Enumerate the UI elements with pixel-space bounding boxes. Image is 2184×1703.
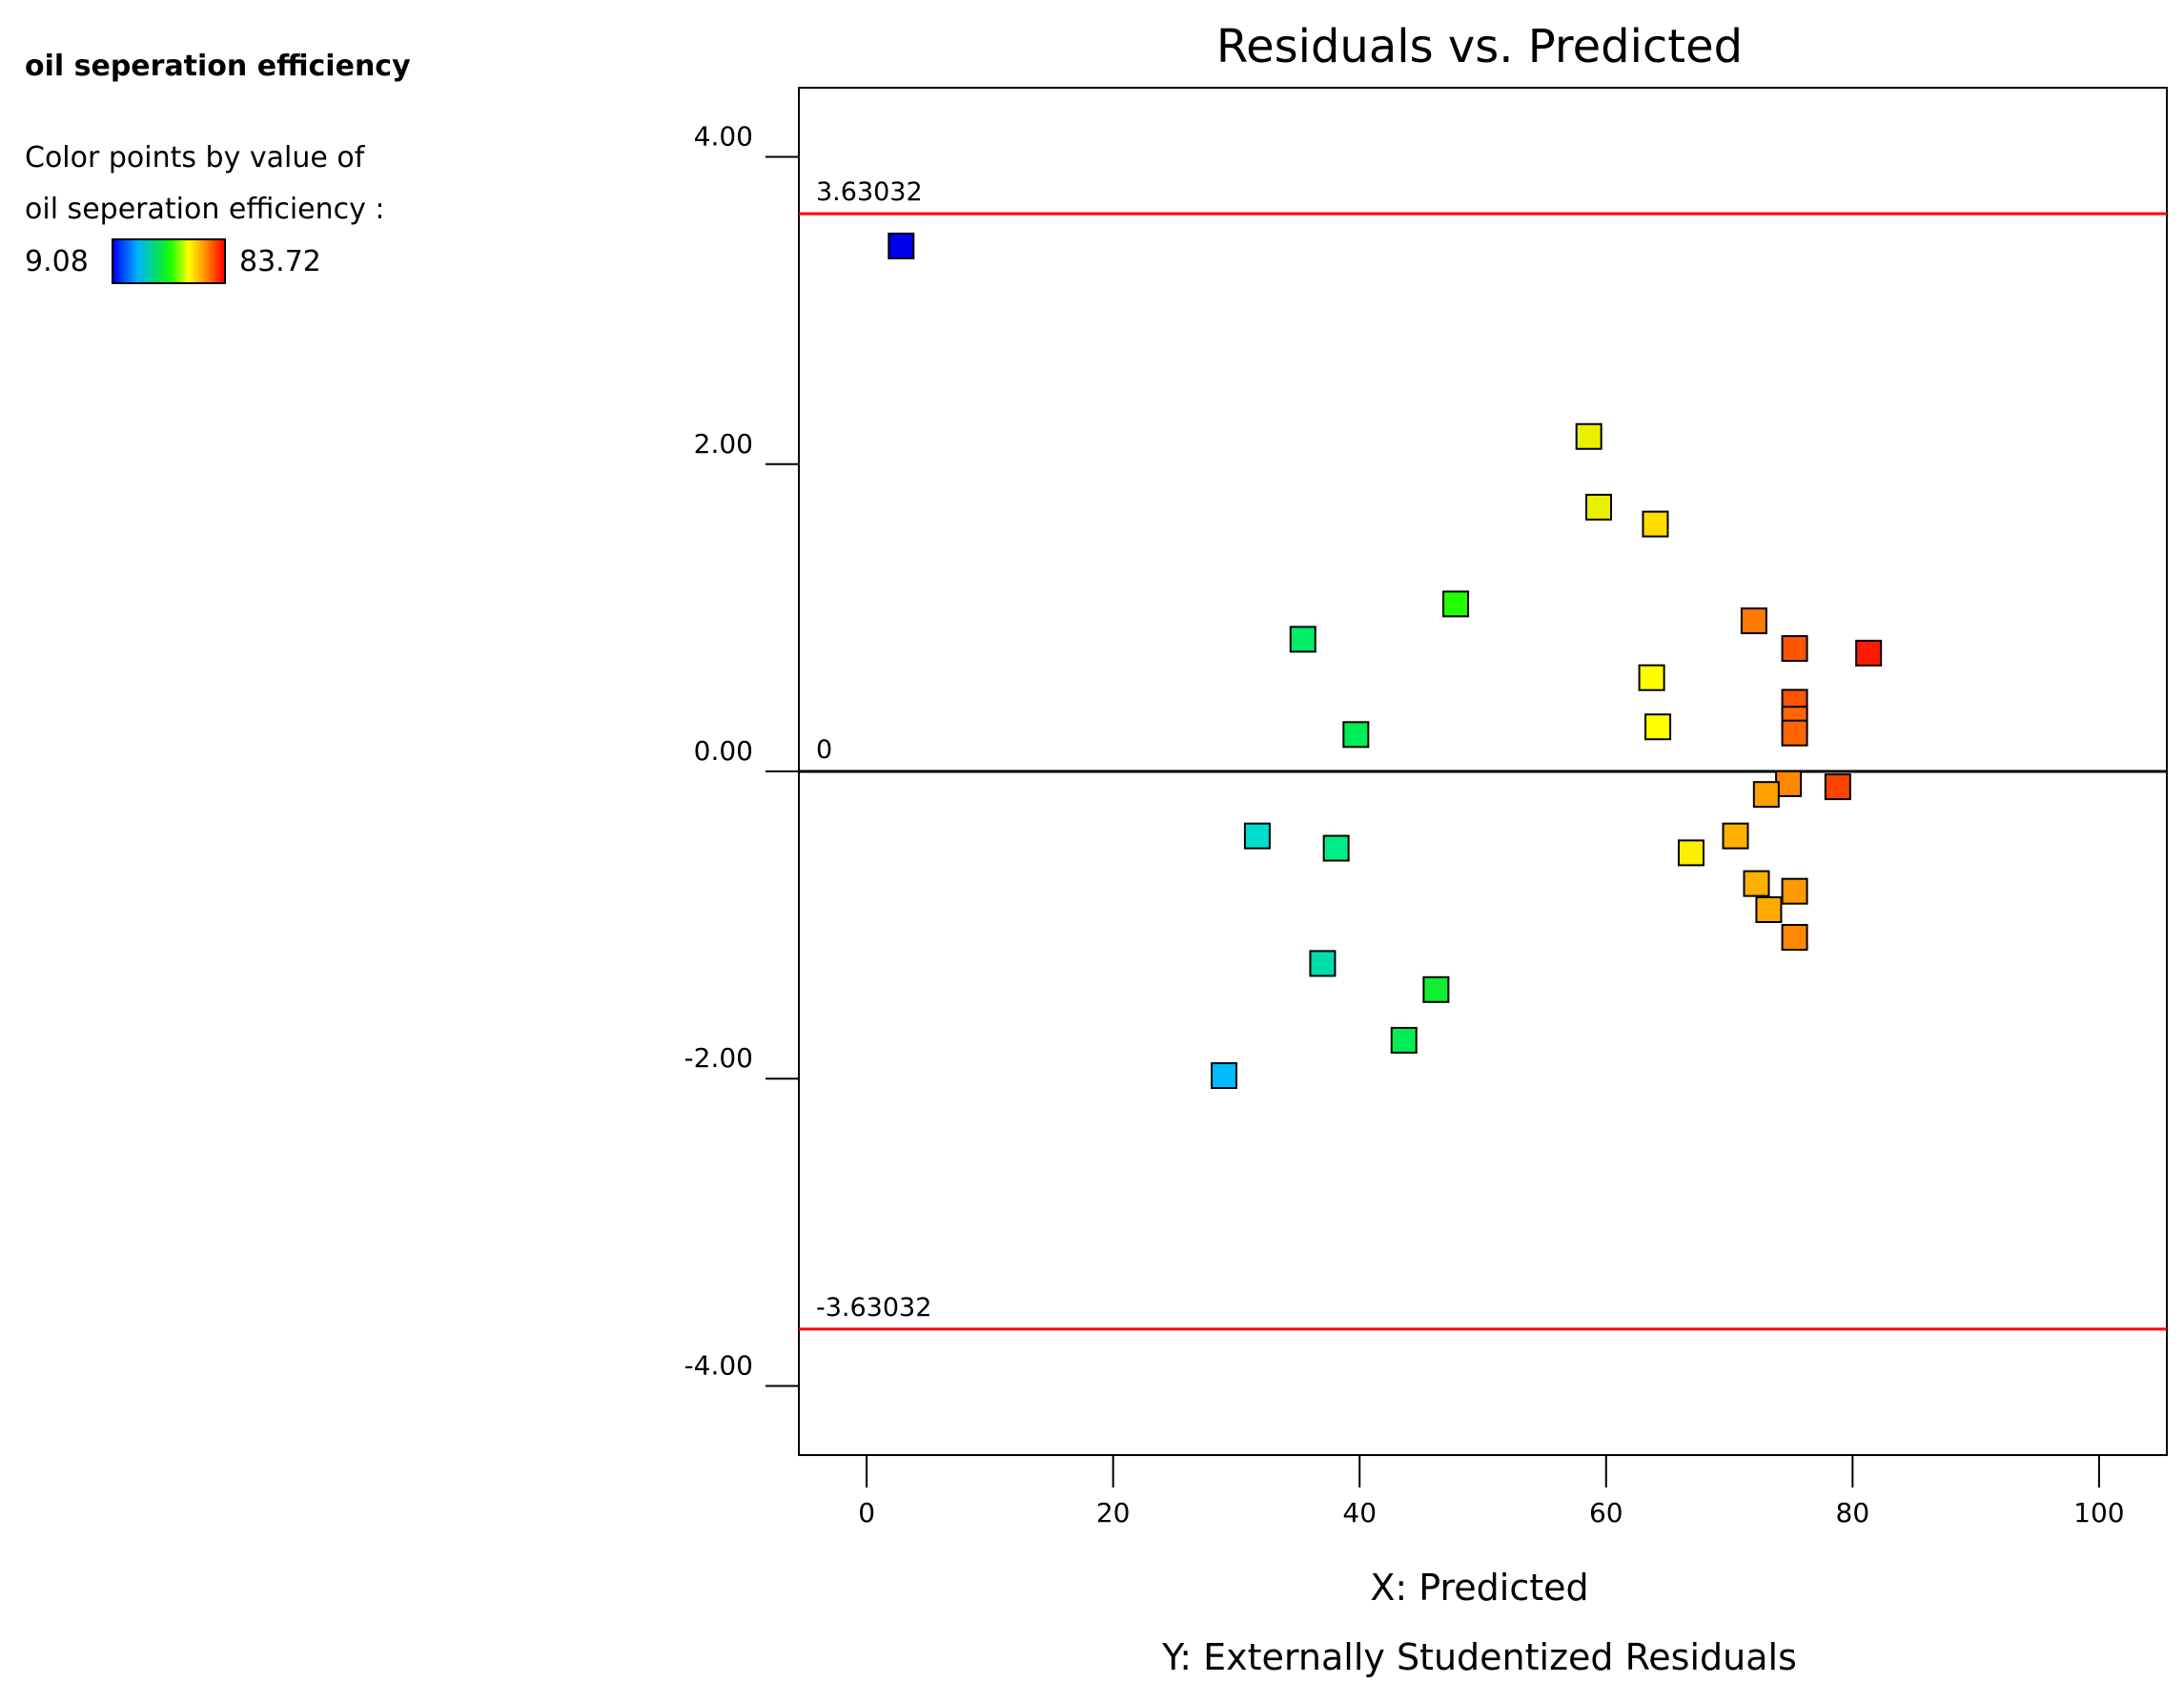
y-tick-label: 0.00: [694, 735, 753, 767]
color-legend-panel: oil seperation efficiency Color points b…: [25, 50, 559, 287]
color-scale: 9.08 83.72: [25, 236, 559, 287]
response-title: oil seperation efficiency: [25, 50, 411, 83]
color-scale-max-label: 83.72: [239, 244, 321, 278]
data-point: [1775, 769, 1803, 797]
color-scale-gradient-bar: [112, 238, 226, 284]
x-axis-label: X: Predicted: [1370, 1567, 1588, 1609]
data-point: [1422, 975, 1450, 1003]
data-point: [1211, 1062, 1238, 1090]
data-point: [1855, 639, 1883, 667]
reference-line-label: 3.63032: [816, 177, 923, 207]
data-point: [1642, 510, 1669, 538]
data-point: [1243, 822, 1271, 850]
data-point: [888, 232, 915, 259]
data-point: [1585, 493, 1613, 521]
data-point: [1743, 870, 1770, 897]
chart-title: Residuals vs. Predicted: [1216, 20, 1743, 73]
legend-caption-line1: Color points by value of: [25, 141, 365, 174]
x-tick-label: 100: [2073, 1497, 2124, 1529]
data-point: [1752, 781, 1780, 809]
data-point: [1722, 822, 1749, 850]
x-tick-label: 0: [858, 1497, 875, 1529]
x-tick-label: 20: [1096, 1497, 1131, 1529]
data-point: [1575, 422, 1602, 450]
reference-line-label: 0: [816, 735, 832, 765]
x-tick-label: 40: [1342, 1497, 1377, 1529]
reference-line-label: -3.63032: [816, 1293, 931, 1323]
x-tick-label: 80: [1836, 1497, 1870, 1529]
data-point: [1781, 877, 1808, 905]
data-point: [1755, 896, 1783, 924]
x-tick-label: 60: [1589, 1497, 1623, 1529]
data-point: [1638, 664, 1665, 691]
data-point: [1677, 839, 1704, 867]
data-point: [1442, 590, 1470, 618]
y-tick-label: 4.00: [694, 121, 753, 153]
legend-caption-line2: oil seperation efficiency :: [25, 193, 385, 226]
data-point: [1781, 635, 1808, 663]
data-point: [1644, 713, 1672, 741]
y-tick-label: 2.00: [694, 428, 753, 460]
color-scale-min-label: 9.08: [25, 244, 89, 278]
y-axis-label: Y: Externally Studentized Residuals: [1161, 1636, 1797, 1678]
data-point: [1781, 719, 1808, 747]
data-point: [1322, 834, 1350, 862]
data-point: [1824, 773, 1851, 801]
data-point: [1781, 924, 1808, 952]
y-tick-label: -2.00: [684, 1042, 753, 1074]
data-point: [1342, 721, 1370, 749]
data-point: [1309, 950, 1337, 977]
data-point: [1390, 1026, 1418, 1054]
data-point: [1289, 626, 1317, 653]
data-point: [1740, 607, 1767, 635]
y-tick-label: -4.00: [684, 1349, 753, 1381]
